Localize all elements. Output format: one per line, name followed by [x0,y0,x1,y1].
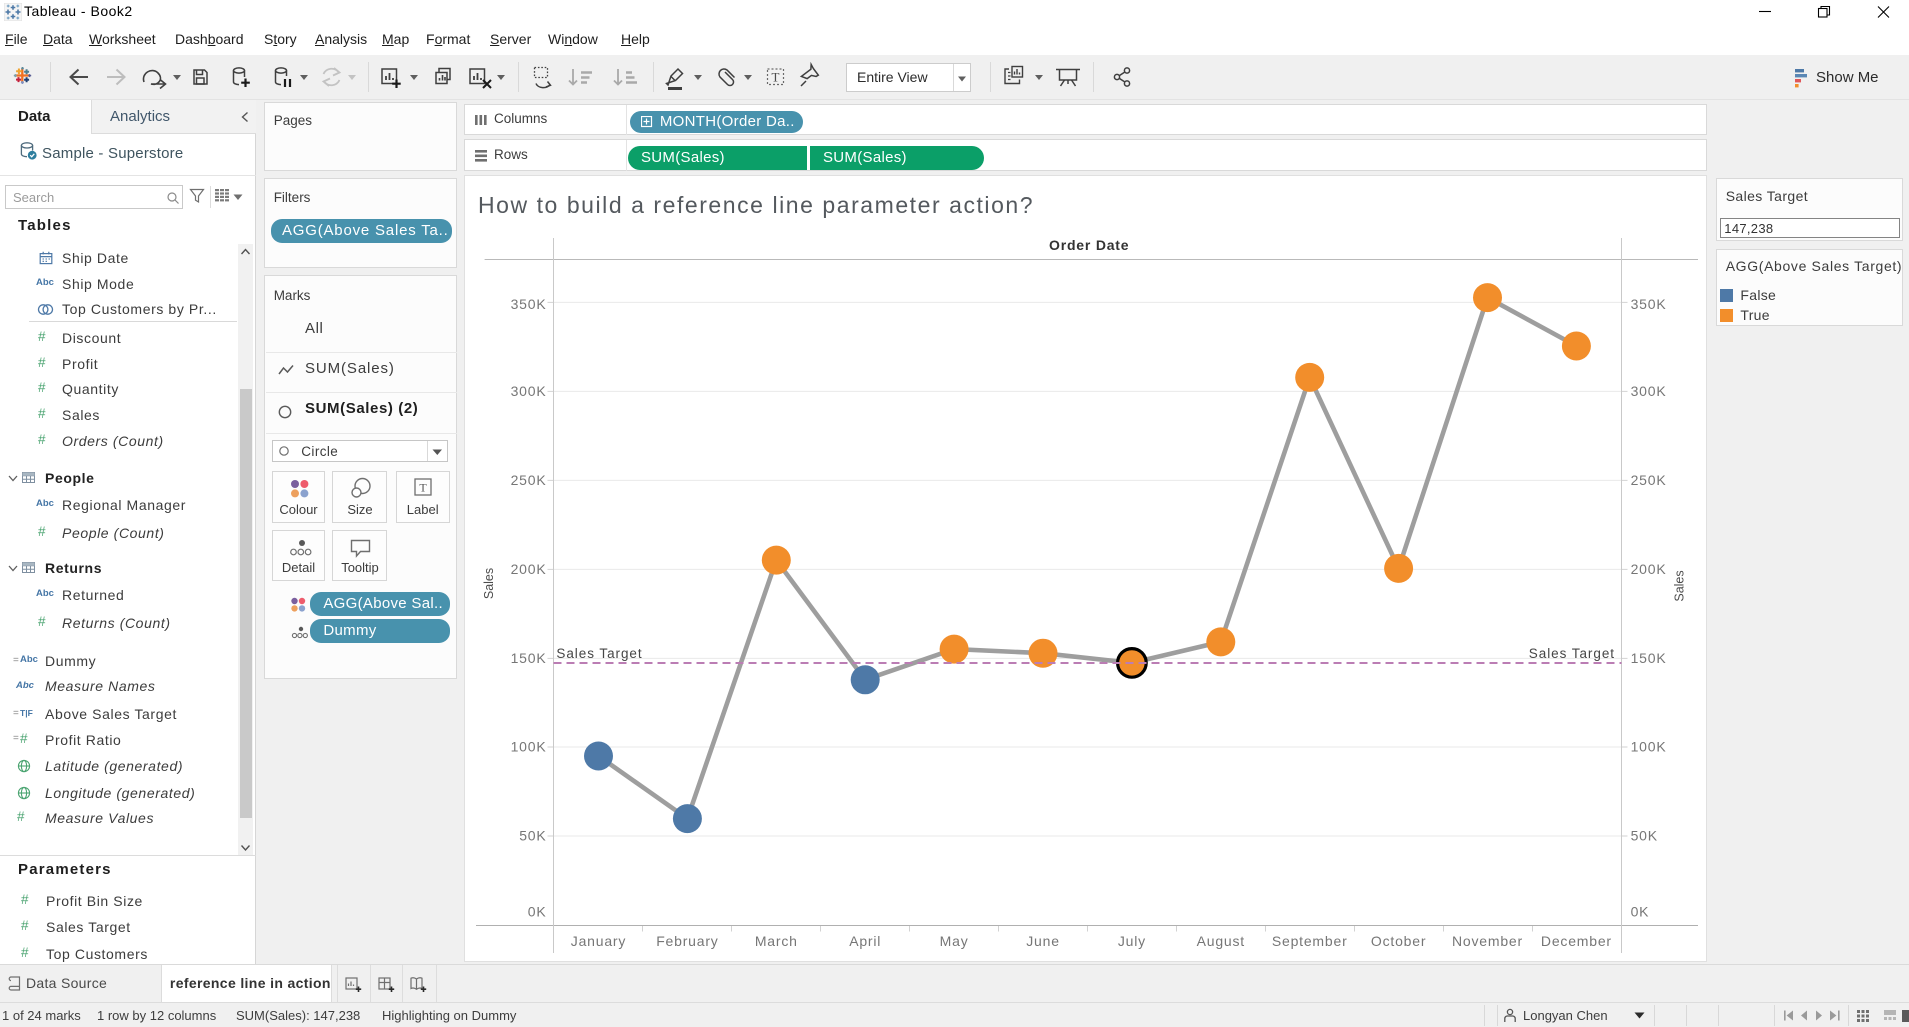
svg-text:October: October [1371,933,1426,949]
svg-text:250K: 250K [511,472,547,488]
svg-text:Sales: Sales [482,568,496,599]
svg-text:September: September [1272,933,1348,949]
svg-text:June: June [1026,933,1060,949]
svg-text:March: March [755,933,798,949]
svg-text:350K: 350K [511,296,547,312]
svg-text:November: November [1452,933,1523,949]
svg-text:April: April [849,933,881,949]
svg-text:300K: 300K [1631,383,1667,399]
svg-text:150K: 150K [1631,650,1667,666]
svg-text:T: T [419,481,427,495]
svg-text:350K: 350K [1631,296,1667,312]
svg-text:T: T [772,70,780,85]
svg-text:May: May [940,933,969,949]
svg-text:July: July [1118,933,1146,949]
svg-text:August: August [1197,933,1245,949]
svg-text:February: February [656,933,718,949]
svg-text:50K: 50K [519,828,546,844]
svg-text:Sales Target: Sales Target [1529,646,1615,661]
svg-text:0K: 0K [1631,904,1650,920]
svg-text:100K: 100K [511,739,547,755]
svg-text:Sales Target: Sales Target [556,646,642,661]
svg-text:Show Me: Show Me [1816,69,1879,86]
svg-text:200K: 200K [1631,561,1667,577]
svg-text:200K: 200K [511,561,547,577]
svg-text:100K: 100K [1631,739,1667,755]
svg-text:Sales: Sales [1673,570,1687,601]
svg-text:50K: 50K [1631,828,1658,844]
svg-text:December: December [1541,933,1612,949]
svg-text:250K: 250K [1631,472,1667,488]
svg-text:150K: 150K [511,650,547,666]
svg-text:0K: 0K [528,904,547,920]
svg-text:300K: 300K [511,383,547,399]
svg-text:January: January [571,933,626,949]
